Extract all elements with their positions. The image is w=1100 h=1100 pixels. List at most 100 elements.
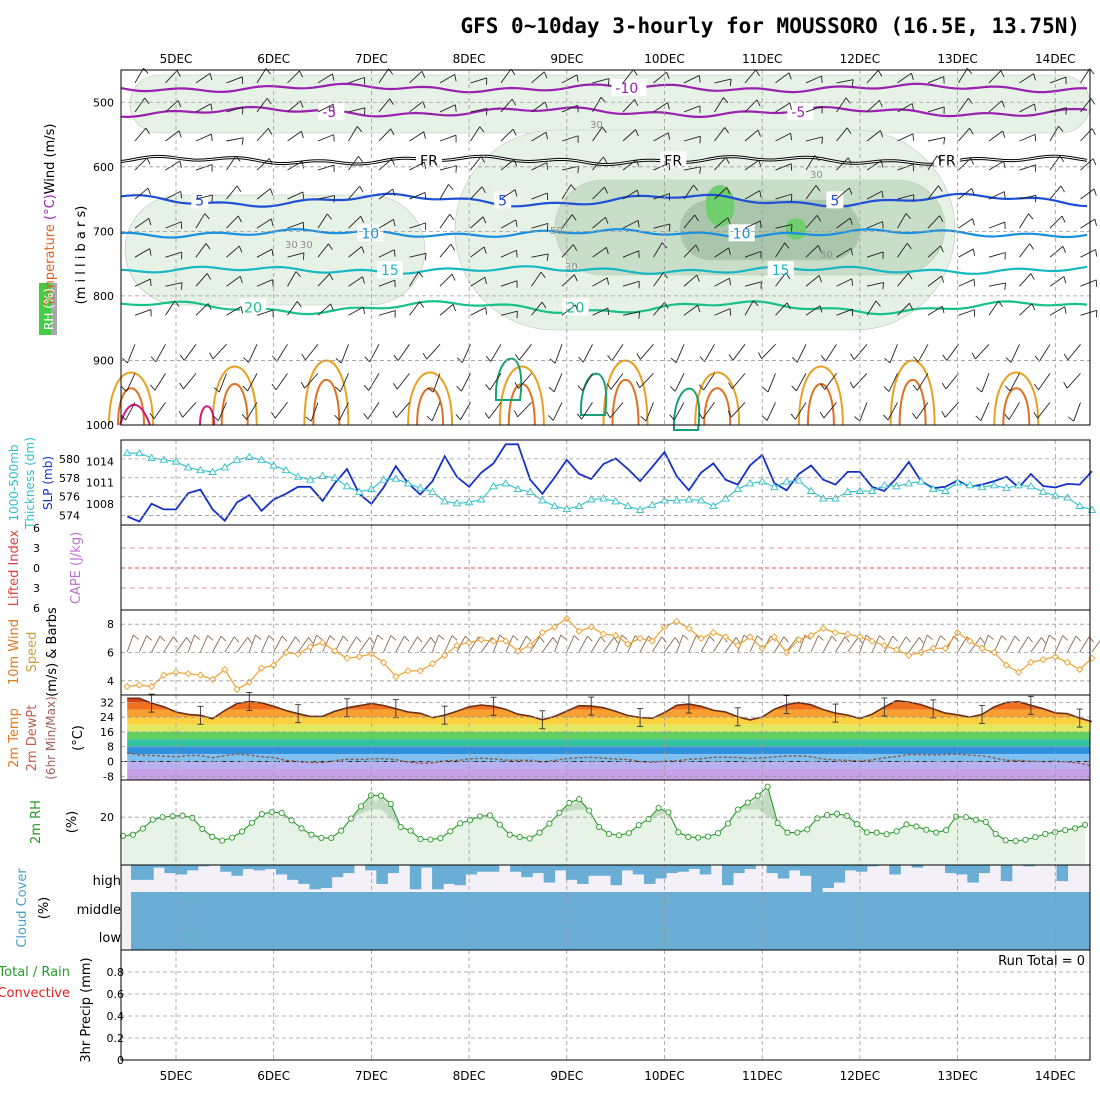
wind-barb-flag [762,386,769,393]
wind-barb [561,165,579,171]
data-point [784,829,791,836]
wind-barb-flag [699,166,702,174]
wind-barb [151,635,161,653]
wind-barb-flag [879,635,885,641]
wind-barb-flag [968,97,973,105]
wind-barb [993,635,1002,653]
data-point [196,671,205,679]
wind-barb [275,373,288,391]
wind-barb [744,69,757,84]
wind-barb [273,635,283,653]
wind-barb-flag [362,276,365,284]
wind-barb [1019,164,1036,171]
wind-barb [531,71,545,84]
data-point [943,827,950,834]
wind-barb [744,99,758,113]
wind-barb-flag [361,246,365,254]
wind-barb [676,634,684,653]
wind-barb [1066,373,1081,389]
data-point [342,481,352,490]
x-tick-label-bottom: 5DEC [160,1069,193,1083]
wind-barb [561,104,578,113]
tick-label: 6 [33,522,40,535]
x-tick-label-top: 7DEC [355,52,388,66]
wind-barb [883,635,894,653]
wind-barb [744,159,760,171]
wind-barb-flag [821,75,823,84]
isotherm-label-bg [562,298,589,316]
data-point [843,487,852,495]
wind-barb-flag [548,386,555,393]
wind-barb-flag [265,68,271,75]
wind-barb [622,280,640,287]
cloud-high-bar [666,865,678,874]
wind-barb-flag [1063,276,1067,284]
wind-barb [835,636,846,653]
wind-barb [775,72,790,84]
data-point [288,817,295,824]
isotherm-label: 5 [830,193,839,209]
wind-barb-flag [605,217,609,224]
wind-barb-flag [302,191,305,199]
cloud-high-bar [543,865,556,883]
wind-barb [276,344,288,362]
wind-barb-flag [669,386,676,392]
wind-barb-flag [389,98,394,105]
wind-barb [395,635,405,653]
wind-barb-flag [694,214,699,222]
axis-label: 2m DewPt [25,705,40,772]
wind-barb-flag [696,274,700,282]
rh-shading [129,74,1091,134]
wind-barb-flag [209,73,213,81]
wind-barb-flag [149,412,155,420]
axis-label: CAPE (J/kg) [69,532,84,604]
tick-label: 0 [107,756,114,769]
wind-barb [847,637,859,653]
wind-barb-flag [882,414,889,421]
data-point [122,448,132,457]
wind-barb-flag [150,384,156,391]
wind-barb [518,344,532,361]
axis-label: (m i l l i b a r s) [74,206,89,305]
wind-barb [590,636,602,653]
wind-barb [1037,402,1051,419]
data-point [734,806,741,813]
axis-label: 2m RH [29,800,44,844]
data-point [978,644,986,652]
wind-barb [866,221,883,229]
isotherm-label: 15 [772,263,790,279]
data-point [697,634,705,642]
data-point [1015,668,1023,676]
data-point [343,654,351,662]
wind-barb-flag [1030,273,1035,280]
wind-barb [714,247,730,258]
wind-barb [592,216,606,229]
wind-barb [460,402,471,420]
wind-barb-flag [450,243,455,251]
cloud-high-bar [722,865,734,886]
wind-barb [1080,309,1097,316]
wind-barb [651,636,663,653]
wind-barb [1019,133,1036,142]
wind-barb [700,635,710,653]
wind-barb-flag [905,636,911,643]
data-point [721,494,730,502]
wind-barb-flag [941,306,945,314]
rh-area-high [569,799,590,811]
wind-barb-flag [516,250,518,258]
wind-barb-flag [1034,103,1037,111]
wind-barb-flag [237,215,242,223]
wind-barb [287,191,304,200]
wind-barb [1049,126,1059,142]
axis-label-part: Wind [43,162,58,195]
wind-barb [897,103,913,113]
wind-barb-flag [334,414,340,421]
wind-barb-flag [698,412,704,419]
isotherm-label: 15 [381,263,399,279]
wind-barb-flag [438,634,445,640]
data-point [123,682,131,691]
data-point [764,783,771,790]
wind-barb [958,68,968,84]
wind-barb-flag [851,278,854,286]
wind-barb [274,402,288,419]
